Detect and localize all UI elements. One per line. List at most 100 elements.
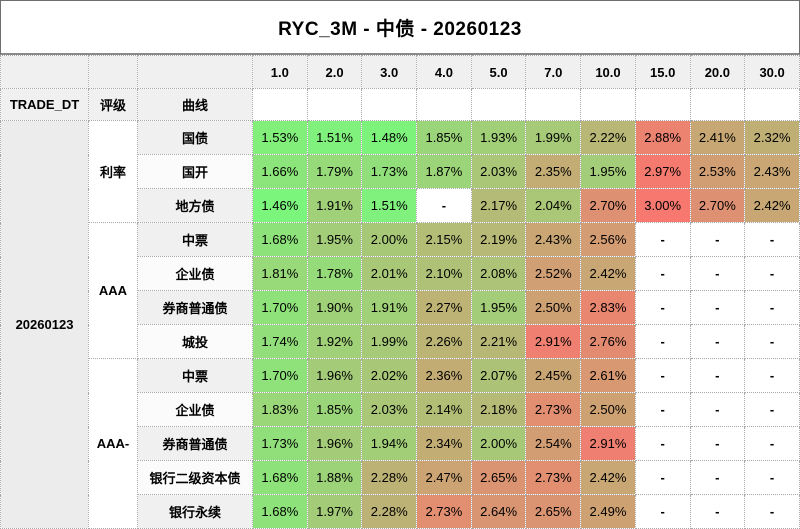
yield-cell: - [634,324,691,359]
yield-cell: - [744,256,800,291]
yield-curve-table: 1.0 2.0 3.0 4.0 5.0 7.0 10.0 15.0 20.0 30.0 TRADE_… [0,55,800,529]
yield-cell: - [634,392,691,427]
yield-cell: 2.73% [416,494,472,529]
curve-label-cell: 券商普通债 [137,290,253,325]
trade-date-cell: 20260123 [0,120,89,529]
table-row: 银行永续 1.68% 1.97% 2.28% 2.73% 2.64% 2.65% 2.49% -… [1,494,800,529]
yield-cell: 2.50% [525,290,582,325]
yield-cell: 2.08% [470,256,527,291]
yield-cell: 1.99% [361,324,418,359]
yield-cell: 1.87% [416,154,472,189]
header-blank-cell [361,88,418,121]
yield-cell: 2.70% [580,188,636,223]
yield-cell: 2.32% [744,120,800,155]
page-title: RYC_3M - 中债 - 20260123 [278,18,522,40]
table-head: 1.0 2.0 3.0 4.0 5.0 7.0 10.0 15.0 20.0 30.0 TRADE_… [0,55,800,121]
yield-cell: 2.53% [689,154,746,189]
yield-cell: 2.73% [525,460,582,495]
yield-cell: - [689,426,746,461]
header-blank-cell [306,88,363,121]
header-blank-cell [744,88,800,121]
tenor-header: 5.0 [470,55,527,89]
curve-label-cell: 国债 [137,120,253,155]
curve-label-cell: 地方债 [137,188,253,223]
yield-cell: 2.70% [689,188,746,223]
yield-cell: 1.97% [306,494,363,529]
yield-cell: - [689,256,746,291]
yield-cell: 1.83% [252,392,308,427]
yield-cell: 2.35% [525,154,582,189]
yield-cell: 2.03% [470,154,527,189]
yield-cell: 2.65% [470,460,527,495]
rating-group-cell: 利率 [88,120,138,223]
yield-cell: 2.21% [470,324,527,359]
yield-cell: 2.19% [470,222,527,257]
curve-label-cell: 国开 [137,154,253,189]
table-row: 企业债 1.83% 1.85% 2.03% 2.14% 2.18% 2.73% 2.50% - -… [1,392,800,427]
yield-cell: 2.22% [580,120,636,155]
yield-cell: - [744,494,800,529]
yield-cell: - [744,324,800,359]
corner-blank-cell [0,55,89,89]
yield-cell: 2.65% [525,494,582,529]
yield-cell: 2.15% [416,222,472,257]
yield-cell: - [634,358,691,393]
yield-cell: 1.66% [252,154,308,189]
yield-cell: 2.52% [525,256,582,291]
yield-cell: - [689,324,746,359]
yield-cell: 2.18% [470,392,527,427]
yield-cell: 2.41% [689,120,746,155]
curve-header: 曲线 [137,88,253,121]
curve-label-cell: 中票 [137,222,253,257]
header-blank-cell [416,88,472,121]
yield-cell: 2.00% [361,222,418,257]
yield-cell: 1.73% [361,154,418,189]
yield-cell: 1.90% [306,290,363,325]
trade-dt-header: TRADE_DT [0,88,89,121]
yield-cell: 2.61% [580,358,636,393]
yield-cell: 2.54% [525,426,582,461]
yield-cell: 1.68% [252,494,308,529]
corner-blank-cell [137,55,253,89]
yield-cell: 1.94% [361,426,418,461]
yield-cell: - [744,426,800,461]
yield-cell: 2.17% [470,188,527,223]
yield-cell: 1.68% [252,222,308,257]
yield-cell: 2.49% [580,494,636,529]
curve-label-cell: 企业债 [137,256,253,291]
yield-cell: - [689,460,746,495]
yield-cell: - [689,290,746,325]
yield-cell: 2.42% [580,460,636,495]
yield-cell: 2.34% [416,426,472,461]
yield-cell: 2.04% [525,188,582,223]
yield-cell: - [744,460,800,495]
table-row: 20260123 利率 国债 1.53% 1.51% 1.48% 1.85% 1.93% 1.9… [0,120,800,529]
yield-cell: 1.70% [252,358,308,393]
yield-cell: 2.47% [416,460,472,495]
table-row: 企业债 1.81% 1.78% 2.01% 2.10% 2.08% 2.52% 2.42% - -… [1,256,800,291]
rating-group-cell: AAA- [88,358,138,529]
yield-cell: - [744,392,800,427]
yield-cell: 1.85% [416,120,472,155]
yield-cell: 1.70% [252,290,308,325]
table-row: 券商普通债 1.70% 1.90% 1.91% 2.27% 1.95% 2.50% 2.83%… [1,290,800,325]
yield-cell: 2.42% [744,188,800,223]
yield-cell: 1.95% [580,154,636,189]
yield-cell: - [634,426,691,461]
yield-cell: 1.92% [306,324,363,359]
yield-cell: 2.50% [580,392,636,427]
header-blank-cell [580,88,636,121]
tenor-header: 1.0 [252,55,308,89]
table-row: 城投 1.74% 1.92% 1.99% 2.26% 2.21% 2.91% 2.76% - - - [1,324,800,359]
yield-cell: 2.97% [634,154,691,189]
header-blank-cell [689,88,746,121]
rating-group-cell: AAA [88,222,138,359]
curve-label-cell: 企业债 [137,392,253,427]
yield-cell: - [634,290,691,325]
yield-cell: 1.78% [306,256,363,291]
table-row: AAA 中票 1.68% 1.95% 2.00% 2.15% 2.19% 2.43% 2.56%… [1,222,800,359]
yield-cell: - [634,222,691,257]
yield-cell: 2.28% [361,460,418,495]
curve-label-cell: 券商普通债 [137,426,253,461]
